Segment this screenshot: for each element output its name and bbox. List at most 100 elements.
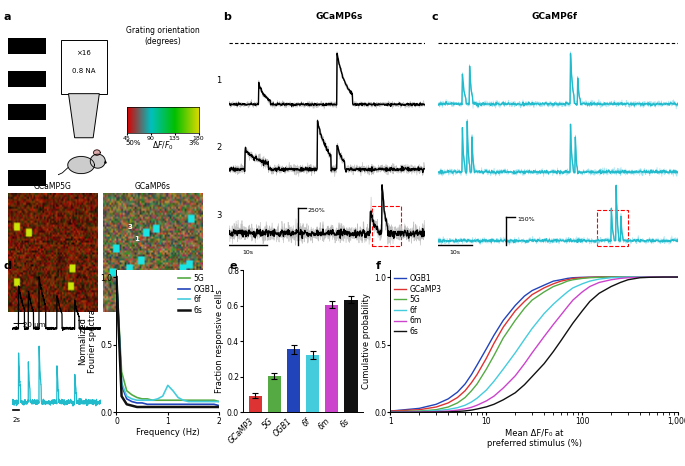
GCaMP3 bbox=[386, 408, 395, 414]
GCaMP3 bbox=[540, 285, 548, 291]
OGB1 bbox=[636, 274, 644, 280]
GCaMP3 bbox=[415, 407, 423, 412]
5G bbox=[624, 274, 632, 280]
OGB1 bbox=[153, 402, 162, 407]
6s bbox=[624, 277, 632, 282]
OGB1 bbox=[540, 282, 548, 288]
GCaMP3 bbox=[659, 274, 667, 280]
OGB1 bbox=[195, 402, 203, 407]
6f bbox=[453, 405, 462, 411]
OGB1 bbox=[569, 275, 577, 281]
Bar bbox=[249, 396, 262, 412]
6m bbox=[467, 404, 475, 410]
5G bbox=[595, 274, 603, 280]
6m bbox=[557, 312, 565, 318]
GCaMP3 bbox=[578, 275, 586, 281]
5G bbox=[149, 397, 157, 403]
OGB1 bbox=[432, 402, 440, 407]
5G bbox=[143, 396, 151, 402]
Bar bbox=[8, 153, 46, 170]
OGB1 bbox=[467, 372, 475, 377]
6s bbox=[386, 410, 395, 415]
6s bbox=[578, 308, 586, 314]
6f bbox=[200, 399, 208, 404]
Line: OGB1: OGB1 bbox=[390, 277, 678, 411]
6m bbox=[528, 350, 536, 356]
6f bbox=[490, 378, 498, 384]
5G bbox=[386, 409, 395, 415]
6s bbox=[432, 409, 440, 415]
6s bbox=[616, 280, 625, 285]
6f bbox=[133, 397, 141, 403]
5G bbox=[528, 297, 536, 303]
5G bbox=[184, 397, 192, 403]
5G bbox=[563, 278, 571, 284]
6s bbox=[158, 404, 167, 410]
Text: GCaMP5G: GCaMP5G bbox=[34, 182, 72, 191]
OGB1 bbox=[490, 332, 498, 338]
5G bbox=[461, 395, 469, 400]
Bar bbox=[8, 87, 46, 104]
6f bbox=[549, 302, 558, 307]
GCaMP3 bbox=[607, 274, 615, 280]
5G bbox=[540, 289, 548, 295]
GCaMP3 bbox=[557, 278, 565, 284]
6s bbox=[563, 329, 571, 334]
Text: e: e bbox=[229, 261, 237, 271]
6s bbox=[123, 402, 131, 407]
Text: 1: 1 bbox=[216, 76, 222, 85]
OGB1 bbox=[205, 402, 213, 407]
5G bbox=[569, 277, 577, 282]
5G bbox=[189, 397, 198, 403]
6s bbox=[205, 404, 213, 410]
OGB1 bbox=[645, 274, 653, 280]
Bar bbox=[597, 210, 627, 246]
6f bbox=[189, 399, 198, 404]
OGB1 bbox=[557, 277, 565, 282]
6s bbox=[149, 404, 157, 410]
Bar bbox=[8, 120, 46, 137]
6f bbox=[499, 366, 508, 372]
OGB1 bbox=[149, 402, 157, 407]
Text: Grating orientation: Grating orientation bbox=[126, 26, 200, 34]
Polygon shape bbox=[68, 94, 99, 138]
GCaMP3 bbox=[482, 356, 490, 361]
Text: ×16: ×16 bbox=[77, 49, 91, 55]
5G bbox=[153, 397, 162, 403]
GCaMP3 bbox=[453, 395, 462, 400]
6s bbox=[127, 403, 136, 408]
OGB1 bbox=[164, 402, 172, 407]
5G bbox=[549, 284, 558, 289]
5G bbox=[432, 407, 440, 412]
6s bbox=[444, 409, 452, 415]
5G bbox=[215, 399, 223, 404]
6s bbox=[540, 361, 548, 366]
6f bbox=[557, 295, 565, 300]
6m bbox=[499, 385, 508, 391]
Text: (degrees): (degrees) bbox=[145, 37, 182, 46]
5G bbox=[200, 397, 208, 403]
6f bbox=[569, 285, 577, 291]
Text: 10s: 10s bbox=[449, 250, 461, 255]
6f bbox=[563, 289, 571, 295]
GCaMP3 bbox=[569, 275, 577, 281]
5G bbox=[521, 305, 529, 311]
GCaMP3 bbox=[499, 324, 508, 330]
6m bbox=[674, 274, 682, 280]
6s bbox=[133, 404, 141, 410]
OGB1 bbox=[528, 288, 536, 294]
5G bbox=[195, 397, 203, 403]
OGB1 bbox=[595, 274, 603, 280]
Y-axis label: Fraction responsive cells: Fraction responsive cells bbox=[215, 289, 224, 393]
Y-axis label: Cumulative probability: Cumulative probability bbox=[362, 294, 371, 389]
6s bbox=[674, 274, 682, 280]
GCaMP3 bbox=[586, 274, 594, 280]
6m bbox=[482, 398, 490, 404]
6s bbox=[415, 410, 423, 415]
6f bbox=[386, 409, 395, 415]
5G bbox=[645, 274, 653, 280]
6f bbox=[205, 399, 213, 404]
OGB1 bbox=[586, 274, 594, 280]
Text: 2: 2 bbox=[216, 144, 222, 152]
6f bbox=[432, 408, 440, 413]
